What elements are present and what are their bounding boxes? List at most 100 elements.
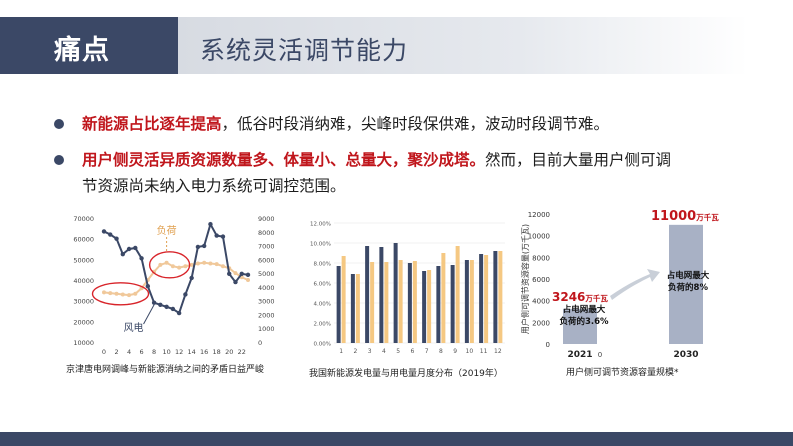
load-point — [120, 292, 125, 297]
wind-point — [201, 243, 207, 249]
wind-point — [220, 234, 226, 239]
x-tick-label: 14 — [188, 348, 196, 356]
x-tick-label: 1 — [339, 348, 343, 355]
x-tick-label: 16 — [200, 348, 208, 356]
right-tick-label: 6000 — [258, 256, 275, 264]
load-point — [158, 262, 163, 267]
bullet-1-highlight: 新能源占比逐年提高 — [82, 115, 222, 133]
bullet-2-highlight: 用户侧灵活异质资源数量多、体量小、总量大，聚沙成塔。 — [82, 151, 486, 169]
x-tick-label: 0 — [102, 348, 106, 356]
bullet-2-continuation: 节资源尚未纳入电力系统可调控范围。 — [82, 177, 346, 195]
generation-bar — [493, 251, 498, 343]
x-tick-label: 22 — [238, 348, 246, 356]
chart1-caption: 京津唐电网调峰与新能源消纳之间的矛盾日益严峻 — [66, 365, 265, 375]
y-tick-label: 2.00% — [314, 322, 331, 328]
wind-point — [126, 246, 132, 252]
footer-bar — [0, 432, 793, 446]
right-tick-label: 1000 — [258, 325, 275, 333]
y-tick-label: 8.00% — [314, 262, 331, 268]
generation-bar — [422, 271, 427, 343]
y-tick-label: 4000 — [532, 298, 550, 306]
wind-point — [158, 302, 163, 307]
generation-bar — [479, 254, 484, 343]
x-tick-label: 6 — [139, 348, 143, 356]
capacity-bar — [669, 224, 703, 344]
load-series-label: 负荷 — [157, 224, 177, 237]
wind-point — [195, 244, 201, 250]
load-point — [208, 261, 213, 266]
x-tick-label: 8 — [439, 348, 443, 355]
load-point — [177, 265, 182, 270]
right-tick-label: 8000 — [258, 229, 275, 237]
wind-series-line — [103, 221, 249, 315]
note-2030-line1: 占电网最大 — [667, 270, 710, 281]
note-2021-line2: 负荷的3.6% — [559, 316, 609, 327]
right-tick-label: 4000 — [258, 284, 275, 292]
load-point — [202, 260, 207, 265]
y-tick-label: 10000 — [528, 233, 550, 241]
consumption-bar — [355, 274, 360, 343]
load-point — [164, 260, 169, 265]
y-tick-label: 10.00% — [310, 242, 331, 248]
right-tick-label: 0 — [258, 339, 262, 347]
header-tag-text: 痛点 — [54, 35, 110, 66]
x-tick-label: 3 — [368, 348, 372, 355]
left-tick-label: 40000 — [73, 277, 94, 285]
wind-point — [227, 271, 232, 276]
generation-bar — [350, 274, 355, 343]
load-series-line — [103, 261, 249, 297]
load-point — [127, 293, 132, 298]
left-tick-label: 20000 — [73, 318, 94, 326]
consumption-bar — [441, 253, 446, 343]
wind-series-label: 风电 — [124, 321, 144, 334]
x-tick-label: 4 — [127, 348, 131, 356]
x-tick-label: 2 — [114, 348, 118, 356]
x-tick-label: 11 — [480, 348, 488, 355]
x-tick-label: 4 — [382, 348, 386, 355]
wind-point — [133, 245, 138, 251]
generation-bar — [407, 263, 412, 343]
load-point — [214, 262, 219, 267]
consumption-bar — [498, 251, 503, 343]
wind-point — [183, 292, 188, 297]
bullet-1: 新能源占比逐年提高，低谷时段消纳难，尖峰时段保供难，波动时段调节难。 — [82, 112, 609, 134]
resource-capacity-chart: 12000 10000 8000 6000 4000 2000 0 用户侧可调节资源容量(万千… — [520, 209, 719, 360]
wind-point — [214, 233, 219, 238]
generation-bar — [464, 260, 469, 343]
header-tag: 痛点 — [0, 17, 178, 74]
left-tick-label: 70000 — [73, 215, 94, 223]
note-2021-line1: 占电网最大 — [563, 304, 606, 315]
wind-point — [208, 222, 213, 227]
x-tick-label: 12 — [175, 348, 183, 356]
right-tick-label: 2000 — [258, 311, 275, 319]
bullet-dot-icon — [54, 155, 64, 165]
consumption-bar — [341, 256, 346, 343]
wind-point — [239, 271, 244, 276]
generation-bar — [450, 265, 455, 343]
y-tick-label: 0 — [546, 341, 550, 349]
wind-point — [108, 232, 113, 237]
x-tick-label: 9 — [453, 348, 457, 355]
load-point — [195, 261, 200, 266]
wind-point — [189, 275, 194, 281]
generation-bar — [436, 266, 441, 343]
consumption-bar — [455, 246, 460, 343]
load-point — [233, 271, 238, 276]
load-point — [246, 278, 250, 282]
header-band: 系统灵活调节能力 — [178, 17, 748, 74]
generation-bar — [365, 246, 370, 343]
y-tick-label: 2000 — [532, 319, 550, 327]
monthly-distribution-chart: 12.00%10.00%8.00%6.00%4.00%2.00%0.00%1 2 3… — [310, 222, 505, 355]
generation-bar — [379, 247, 384, 343]
y-tick-label: 8000 — [532, 254, 550, 262]
consumption-bar — [384, 262, 389, 343]
consumption-bar — [412, 261, 417, 343]
wind-point — [114, 236, 119, 241]
bullet-2-text: 然而，目前大量用户侧可调 — [485, 151, 672, 169]
bullet-dot-icon — [54, 119, 64, 129]
x-tick-label: 6 — [410, 348, 414, 355]
growth-arrow-icon — [610, 269, 660, 300]
x-tick-label: 12 — [494, 348, 502, 355]
bullet-2: 用户侧灵活异质资源数量多、体量小、总量大，聚沙成塔。然而，目前大量用户侧可调 — [82, 148, 671, 170]
load-point — [170, 264, 175, 269]
